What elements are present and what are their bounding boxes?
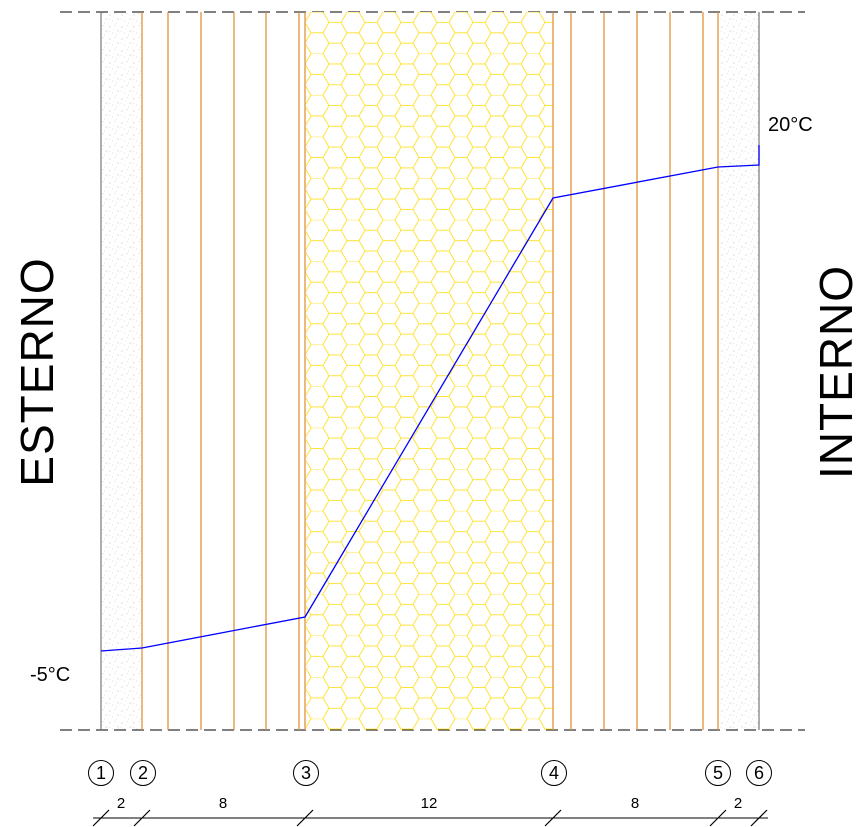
exterior-label: ESTERNO [11, 257, 63, 487]
node-marker-5: 5 [705, 760, 731, 786]
layer-interior-plaster [719, 12, 759, 730]
dimension-ticks [92, 809, 768, 827]
interior-temperature-label: 20°C [768, 114, 813, 136]
node-marker-3: 3 [293, 760, 319, 786]
dimension-label-plaster-interior: 2 [733, 795, 743, 812]
interior-label: INTERNO [810, 265, 862, 479]
exterior-temperature-label: -5°C [30, 664, 71, 686]
node-marker-4: 4 [541, 760, 567, 786]
layer-insulation [306, 12, 553, 730]
temperature-profile-line [100, 145, 760, 652]
dimension-label-brick-interior: 8 [630, 795, 640, 812]
node-marker-6: 6 [746, 760, 772, 786]
dimension-label-plaster-exterior: 2 [116, 795, 126, 812]
node-marker-1: 1 [88, 760, 114, 786]
node-marker-2: 2 [130, 760, 156, 786]
layer-brick-exterior [141, 12, 306, 730]
dimension-label-brick-exterior: 8 [218, 795, 228, 812]
dimension-label-insulation: 12 [420, 795, 438, 812]
layer-brick-interior [552, 12, 719, 730]
layer-exterior-plaster [101, 12, 142, 730]
